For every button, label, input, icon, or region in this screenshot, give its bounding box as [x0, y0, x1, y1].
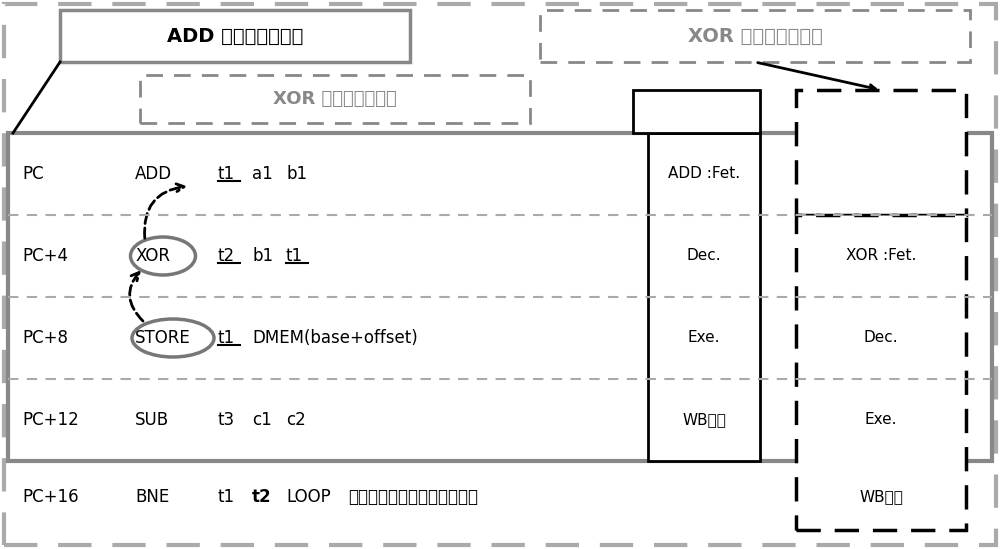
Text: PC+8: PC+8: [22, 329, 68, 347]
Bar: [648, 133, 760, 461]
Bar: [8, 133, 992, 461]
Text: PC+16: PC+16: [22, 488, 79, 506]
Text: t1: t1: [218, 165, 235, 183]
Text: PC: PC: [22, 165, 44, 183]
Text: XOR 指令的相干指令: XOR 指令的相干指令: [688, 26, 822, 46]
FancyArrowPatch shape: [145, 184, 184, 238]
Text: Exe.: Exe.: [688, 330, 720, 345]
Text: SUB: SUB: [135, 411, 169, 429]
Text: Dec.: Dec.: [864, 330, 898, 345]
Text: PC+4: PC+4: [22, 247, 68, 265]
Text: a1: a1: [252, 165, 273, 183]
Text: XOR 指令的相干窗口: XOR 指令的相干窗口: [273, 90, 397, 108]
Text: STORE: STORE: [135, 329, 191, 347]
Text: WB提交: WB提交: [859, 490, 903, 505]
Text: t3: t3: [218, 411, 235, 429]
Bar: [796, 90, 966, 215]
Text: Dec.: Dec.: [687, 249, 721, 264]
Bar: [633, 90, 760, 133]
Text: b1: b1: [286, 165, 307, 183]
Text: WB提交: WB提交: [682, 412, 726, 428]
Text: ADD :Fet.: ADD :Fet.: [668, 166, 740, 182]
Text: t1: t1: [286, 247, 303, 265]
Text: c1: c1: [252, 411, 272, 429]
Text: Exe.: Exe.: [865, 412, 897, 428]
Text: ADD: ADD: [135, 165, 172, 183]
Bar: [540, 10, 970, 62]
Text: t1: t1: [218, 329, 235, 347]
Text: LOOP: LOOP: [286, 488, 331, 506]
Bar: [60, 10, 410, 62]
Text: DMEM(base+offset): DMEM(base+offset): [252, 329, 418, 347]
Bar: [140, 75, 530, 123]
Text: t2: t2: [218, 247, 235, 265]
Text: BNE: BNE: [135, 488, 169, 506]
Text: b1: b1: [252, 247, 273, 265]
Text: c2: c2: [286, 411, 306, 429]
FancyArrowPatch shape: [130, 272, 143, 321]
Text: 提交：意味着相干窗口的结束: 提交：意味着相干窗口的结束: [348, 488, 478, 506]
Text: PC+12: PC+12: [22, 411, 79, 429]
Bar: [796, 215, 966, 530]
Text: ADD 指令的相干窗口: ADD 指令的相干窗口: [167, 26, 303, 46]
Text: XOR: XOR: [135, 247, 170, 265]
Text: XOR :Fet.: XOR :Fet.: [846, 249, 916, 264]
Text: t1: t1: [218, 488, 235, 506]
Text: t2: t2: [252, 488, 272, 506]
